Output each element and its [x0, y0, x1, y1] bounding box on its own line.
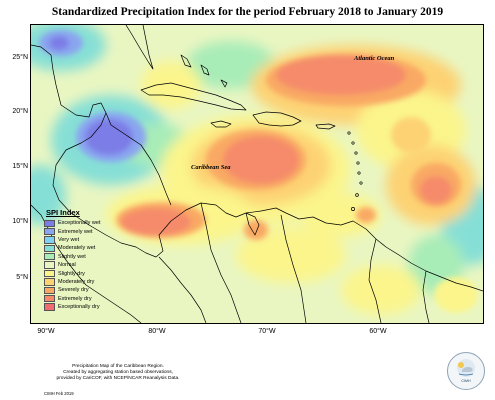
- legend-label: Extremely wet: [58, 228, 93, 235]
- caption-line-1: Precipitation Map of the Caribbean Regio…: [72, 364, 164, 369]
- legend-swatch: [44, 244, 55, 253]
- cimh-logo: CIMH: [447, 352, 485, 390]
- legend-swatch: [44, 219, 55, 227]
- map-credit: CIMH Feb 2019: [44, 391, 74, 396]
- legend-label: Slightly wet: [58, 253, 86, 260]
- lat-label-25n: 25°N: [12, 54, 28, 61]
- spi-field: [31, 25, 483, 323]
- legend-swatch: [44, 236, 55, 244]
- legend-items: Exceptionally wet Extremely wet Very wet Mo…: [44, 219, 104, 311]
- legend-item: Slightly dry: [44, 269, 104, 278]
- lon-label-60w: 60°W: [369, 328, 387, 335]
- caption-line-3: provided by CariCOF, with NCEP/NCAR Rean…: [56, 376, 180, 381]
- lon-label-90w: 90°W: [37, 328, 55, 335]
- legend-item: Severely dry: [44, 286, 104, 295]
- legend-swatch: [44, 253, 55, 261]
- map-title: Standardized Precipitation Index for the…: [51, 6, 444, 18]
- legend-label: Extremely dry: [58, 295, 92, 302]
- legend-item: Normal: [44, 261, 104, 269]
- legend-label: Exceptionally dry: [58, 304, 100, 311]
- lat-label-5n: 5°N: [16, 274, 28, 281]
- legend-swatch: [44, 269, 55, 278]
- lat-label-10n: 10°N: [12, 218, 28, 225]
- legend-title: SPI Index: [46, 208, 80, 217]
- legend-label: Moderately wet: [58, 245, 96, 252]
- legend-item: Slightly wet: [44, 253, 104, 261]
- legend-item: Exceptionally wet: [44, 219, 104, 227]
- legend-swatch: [44, 261, 55, 269]
- legend-item: Extremely dry: [44, 295, 104, 303]
- lon-label-70w: 70°W: [258, 328, 276, 335]
- lat-label-20n: 20°N: [12, 108, 28, 115]
- legend-swatch: [44, 303, 55, 311]
- legend-swatch: [44, 278, 55, 286]
- legend-label: Normal: [58, 262, 76, 269]
- spi-map: Atlantic Ocean Caribbean Sea: [30, 24, 484, 324]
- legend-label: Slightly dry: [58, 270, 85, 277]
- spi-legend: SPI Index Exceptionally wet Extremely wet…: [44, 208, 104, 311]
- legend-item: Extremely wet: [44, 227, 104, 236]
- logo-emblem-icon: [457, 359, 475, 377]
- atlantic-ocean-label: Atlantic Ocean: [354, 55, 395, 62]
- legend-label: Severely dry: [58, 287, 89, 294]
- legend-item: Exceptionally dry: [44, 303, 104, 311]
- legend-swatch: [44, 295, 55, 303]
- lon-label-80w: 80°W: [148, 328, 166, 335]
- lat-label-15n: 15°N: [12, 163, 28, 170]
- logo-text: CIMH: [461, 379, 471, 383]
- legend-label: Moderately dry: [58, 278, 95, 285]
- caption-line-2: Created by aggregating station based obs…: [63, 370, 173, 375]
- legend-label: Exceptionally wet: [58, 220, 101, 227]
- legend-item: Moderately dry: [44, 278, 104, 286]
- caribbean-sea-label: Caribbean Sea: [191, 164, 231, 171]
- legend-label: Very wet: [58, 236, 80, 243]
- legend-item: Very wet: [44, 236, 104, 244]
- legend-swatch: [44, 227, 55, 236]
- legend-item: Moderately wet: [44, 244, 104, 253]
- map-caption: Precipitation Map of the Caribbean Regio…: [8, 364, 228, 382]
- legend-swatch: [44, 286, 55, 295]
